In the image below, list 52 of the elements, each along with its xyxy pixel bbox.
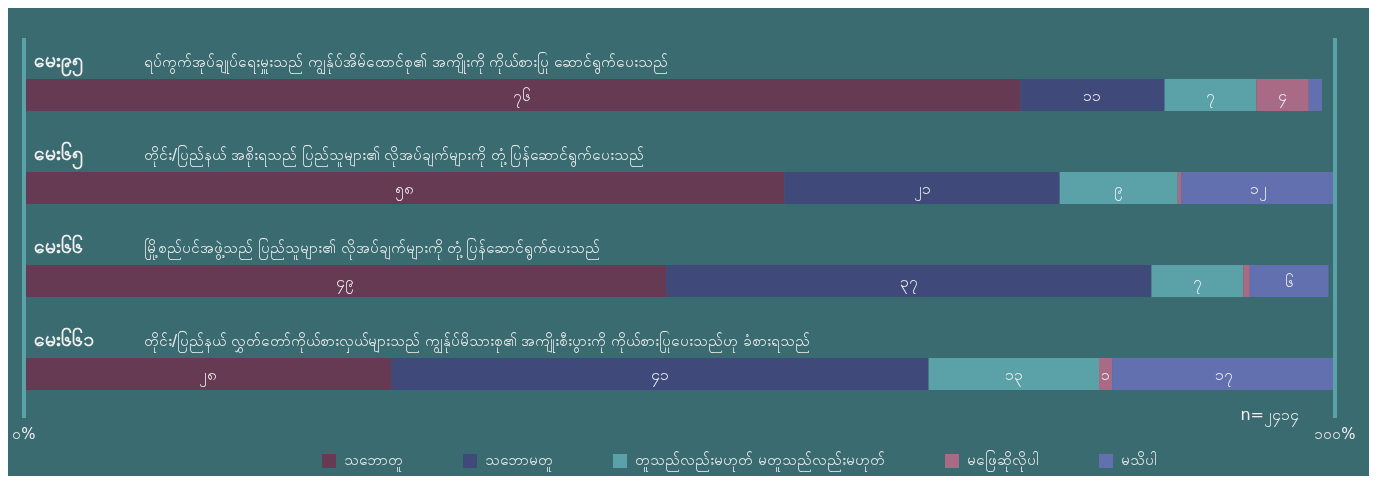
data-label: ၇ xyxy=(1205,86,1215,108)
y-tick-label: မေး၆၆၁ xyxy=(34,327,94,350)
data-label: ၉ xyxy=(1114,179,1124,201)
annotation: မြို့စည်ပင်အဖွဲ့သည် ပြည်သူများ၏ လိုအပ်ချက်များကို တုံ့ပြန်ဆောင်ရွက်ပေးသည် xyxy=(144,238,601,260)
data-label: ၄၁ xyxy=(650,365,669,387)
annotation: တိုင်း/ပြည်နယ် အစိုးရသည် ပြည်သူများ၏ လိုအပ်ချက်များကို တုံ့ပြန်ဆောင်ရွက်ပေးသည် xyxy=(144,145,645,167)
bar xyxy=(928,358,1100,390)
bar xyxy=(1020,79,1165,111)
bar xyxy=(1151,265,1244,297)
y-tick-label: မေး၆၅ xyxy=(34,141,83,170)
bar xyxy=(1164,79,1257,111)
data-label: ၇ xyxy=(1192,272,1202,294)
bar xyxy=(1099,358,1113,390)
bar xyxy=(24,358,392,390)
bar xyxy=(666,265,1152,297)
bar xyxy=(391,358,929,390)
bar xyxy=(24,265,667,297)
x-tick-label: ၁၀၀% xyxy=(1314,424,1356,443)
data-label: ၁၇ xyxy=(1214,365,1233,387)
annotation: ရပ်ကွက်အုပ်ချုပ်ရေးမှူးသည် ကျွန်ုပ်အိမ်ထောင်စု၏ အကျိုးကို ကိုယ်စားပြု ဆောင်ရွက်ပေးသည် xyxy=(144,52,669,75)
data-label: ၁၁ xyxy=(1083,86,1102,105)
data-label: ၁၃ xyxy=(1004,365,1023,387)
data-label: ၂၈ xyxy=(198,365,217,387)
data-label: ၃၇ xyxy=(899,272,918,294)
data-label: ၄ xyxy=(1278,86,1288,108)
bar xyxy=(784,172,1060,204)
data-label: ၁၂ xyxy=(1249,179,1267,201)
bar xyxy=(1308,79,1322,111)
bar xyxy=(1243,265,1250,297)
legend-label: သဘောမတူ xyxy=(485,450,554,472)
data-label: ၆ xyxy=(1284,272,1294,291)
x-tick-label: ၀% xyxy=(12,424,36,443)
bar xyxy=(1249,265,1329,297)
bar xyxy=(24,172,785,204)
data-label: ၄၉ xyxy=(336,272,355,294)
legend-label: မဖြေဆိုလိုပါ xyxy=(966,450,1039,472)
data-label: ၂၁ xyxy=(913,179,931,201)
bar xyxy=(1256,79,1309,111)
bar xyxy=(1059,172,1178,204)
legend-label: တူသည်လည်းမဟုတ် မတူသည်လည်းမဟုတ် xyxy=(635,450,885,472)
y-tick-label: မေး၉၅ xyxy=(34,49,83,77)
y-tick-label: မေး၆၆ xyxy=(34,234,83,257)
data-label: ၇၆ xyxy=(513,86,532,108)
data-label: ၁ xyxy=(1101,365,1111,384)
annotation: n=၂၄၁၄ xyxy=(1240,404,1299,428)
legend-label: မသိပါ xyxy=(1120,450,1157,471)
annotation: တိုင်း/ပြည်နယ် လွှတ်တော်ကိုယ်စားလှယ်များသည် ကျွန်ုပ်မိသားစု၏ အကျိုးစီးပွားကို ကိုယ်စားပြုပေးသည်ဟု ခံစားရသည် xyxy=(144,331,810,354)
bar xyxy=(24,79,1021,111)
data-label: ၅၈ xyxy=(394,179,414,201)
bar xyxy=(1177,172,1182,204)
legend-label: သဘောတူ xyxy=(344,450,404,472)
bar xyxy=(1112,358,1335,390)
